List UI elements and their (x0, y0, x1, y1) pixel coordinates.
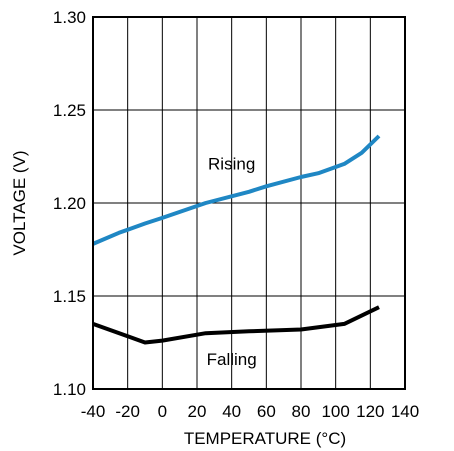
x-tick-label: 0 (158, 402, 167, 421)
y-tick-label: 1.25 (53, 101, 86, 120)
x-tick-label: 20 (188, 402, 207, 421)
x-tick-label: 80 (292, 402, 311, 421)
series-line-rising (92, 134, 381, 246)
x-tick-label: 40 (222, 402, 241, 421)
tick-labels: -40 -20 0 20 40 60 80 100 120 140 1.10 1.15 1.20 1.25… (53, 8, 419, 421)
x-axis-label: TEMPERATURE (°C) (184, 429, 346, 448)
y-axis-label: VOLTAGE (V) (10, 150, 29, 255)
x-tick-label: 120 (356, 402, 384, 421)
x-tick-label: -20 (115, 402, 140, 421)
series-annotation: Falling (207, 350, 257, 369)
y-tick-label: 1.30 (53, 8, 86, 27)
y-tick-label: 1.10 (53, 380, 86, 399)
y-tick-label: 1.20 (53, 194, 86, 213)
series-annotations: Rising Falling (207, 155, 257, 369)
x-tick-label: 140 (391, 402, 419, 421)
x-tick-label: 60 (257, 402, 276, 421)
series-annotation: Rising (208, 155, 255, 174)
plot-frame (92, 16, 406, 390)
y-tick-label: 1.15 (53, 287, 86, 306)
series-lines (92, 134, 381, 345)
x-tick-label: -40 (81, 402, 106, 421)
x-tick-label: 100 (321, 402, 349, 421)
series-line-falling (92, 305, 380, 345)
